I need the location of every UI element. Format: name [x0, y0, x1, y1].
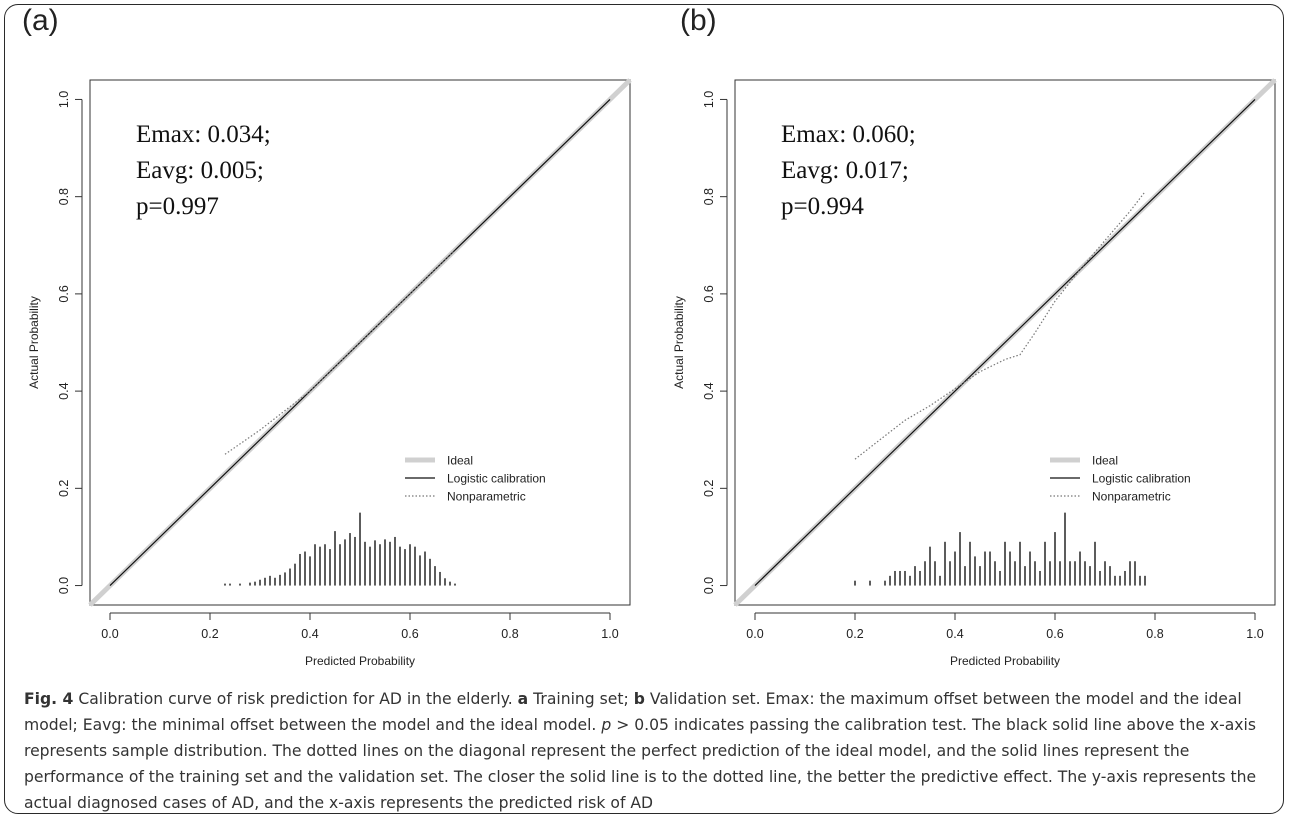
figure-frame [4, 4, 1284, 814]
y-tick-label: 0.8 [57, 188, 71, 205]
caption-text-b: Validation set. Emax: the maximum offset… [24, 690, 1242, 734]
x-tick-label: 0.4 [301, 627, 318, 641]
calibration-stat-line: p=0.997 [136, 193, 219, 220]
x-axis-title: Predicted Probability [305, 654, 415, 668]
y-tick-label: 0.4 [57, 382, 71, 399]
caption-fig-label: Fig. 4 [24, 690, 74, 708]
x-tick-label: 0.4 [946, 627, 963, 641]
panel-b-label: (b) [680, 4, 717, 37]
plot-area [89, 79, 631, 606]
nonparametric-curve [854, 191, 1146, 460]
caption-lead: Calibration curve of risk prediction for… [78, 690, 513, 708]
y-tick-label: 0.6 [702, 285, 716, 302]
calibration-stat-line: Eavg: 0.005; [136, 157, 264, 184]
legend-label: Nonparametric [1092, 490, 1171, 504]
y-tick-label: 0.6 [57, 285, 71, 302]
x-tick-label: 0.8 [1146, 627, 1163, 641]
caption-label-b: b [633, 690, 645, 708]
calibration-stat-line: Emax: 0.060; [781, 121, 916, 148]
legend-label: Logistic calibration [1092, 472, 1191, 486]
x-tick-label: 0.8 [501, 627, 518, 641]
calibration-stat-line: Eavg: 0.017; [781, 157, 909, 184]
nonparametric-curve [224, 249, 456, 455]
y-tick-label: 0.4 [702, 382, 716, 399]
y-axis-title: Actual Probability [27, 296, 41, 389]
y-tick-label: 1.0 [57, 91, 71, 108]
y-tick-label: 0.0 [702, 577, 716, 594]
x-tick-label: 0.6 [401, 627, 418, 641]
calibration-plot-training: 0.0 0.2 0.4 0.6 0.8 1.0 0.0 0.2 0.4 0.6 0.8 1.0 Pred… [27, 78, 632, 668]
legend-label: Ideal [1092, 454, 1118, 468]
caption-text-a: Training set; [533, 690, 629, 708]
x-tick-label: 0.6 [1046, 627, 1063, 641]
x-tick-label: 0.2 [201, 627, 218, 641]
x-tick-label: 0.2 [846, 627, 863, 641]
x-tick-label: 1.0 [601, 627, 618, 641]
y-tick-label: 0.2 [57, 480, 71, 497]
legend-label: Nonparametric [447, 490, 526, 504]
x-axis-title: Predicted Probability [950, 654, 1060, 668]
caption-label-a: a [517, 690, 529, 708]
y-tick-label: 0.8 [702, 188, 716, 205]
panel-a-label: (a) [22, 4, 59, 37]
calibration-stat-line: Emax: 0.034; [136, 121, 271, 148]
x-tick-label: 1.0 [1246, 627, 1263, 641]
logistic-calibration-line [754, 99, 1256, 586]
y-tick-label: 1.0 [702, 91, 716, 108]
y-tick-label: 0.2 [702, 480, 716, 497]
caption-rest: > 0.05 indicates passing the calibration… [24, 716, 1257, 812]
calibration-plot-validation: 0.0 0.2 0.4 0.6 0.8 1.0 0.0 0.2 0.4 0.6 0.8 1.0 Pred… [672, 78, 1277, 668]
figure-caption: Fig. 4 Calibration curve of risk predict… [24, 686, 1260, 816]
y-tick-label: 0.0 [57, 577, 71, 594]
plot-area [734, 79, 1276, 606]
caption-p-symbol: p [601, 716, 612, 734]
x-tick-label: 0.0 [746, 627, 763, 641]
x-tick-label: 0.0 [101, 627, 118, 641]
calibration-stat-line: p=0.994 [781, 193, 864, 220]
legend-label: Ideal [447, 454, 473, 468]
y-axis-title: Actual Probability [672, 296, 686, 389]
legend-label: Logistic calibration [447, 472, 546, 486]
